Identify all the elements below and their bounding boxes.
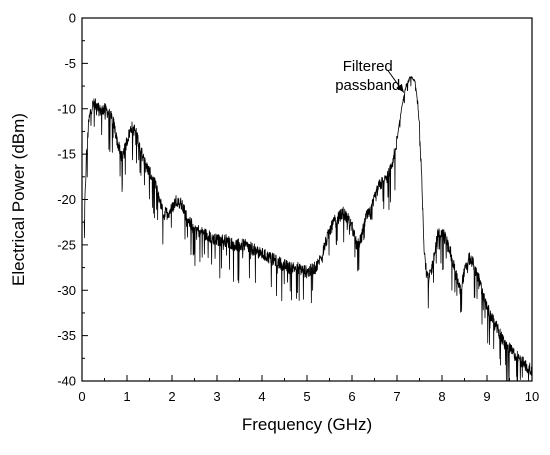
x-tick-label: 5: [303, 389, 310, 404]
y-tick-label: 0: [69, 11, 76, 26]
x-tick-label: 7: [393, 389, 400, 404]
x-tick-label: 2: [168, 389, 175, 404]
series-layer: [83, 76, 533, 382]
x-tick-label: 6: [348, 389, 355, 404]
axis-ticks: 0 1 2 3 4 5 6 7 8 9 10 0 -5 -10 -15 -20 -25 -30 -35 -40: [57, 11, 539, 405]
x-tick-label: 0: [78, 389, 85, 404]
annotation-label: Filtered passband: [335, 58, 400, 94]
x-tick-label: 8: [438, 389, 445, 404]
y-axis-label: Electrical Power (dBm): [9, 113, 28, 286]
x-axis-label: Frequency (GHz): [242, 415, 372, 434]
y-tick-label: -20: [57, 192, 76, 207]
x-tick-label: 1: [123, 389, 130, 404]
spectrum-trace: [83, 76, 533, 382]
x-tick-label: 10: [525, 389, 539, 404]
y-tick-label: -40: [57, 374, 76, 389]
x-tick-label: 3: [213, 389, 220, 404]
x-tick-label: 9: [483, 389, 490, 404]
annotations: Filtered passband: [335, 58, 405, 94]
y-tick-label: -10: [57, 101, 76, 116]
y-tick-label: -30: [57, 283, 76, 298]
y-tick-label: -15: [57, 147, 76, 162]
y-tick-label: -5: [64, 56, 76, 71]
plot-area-frame: [81, 17, 533, 382]
y-tick-label: -25: [57, 237, 76, 252]
x-tick-label: 4: [258, 389, 265, 404]
annotation-arrowhead: [396, 83, 404, 93]
y-tick-label: -35: [57, 328, 76, 343]
